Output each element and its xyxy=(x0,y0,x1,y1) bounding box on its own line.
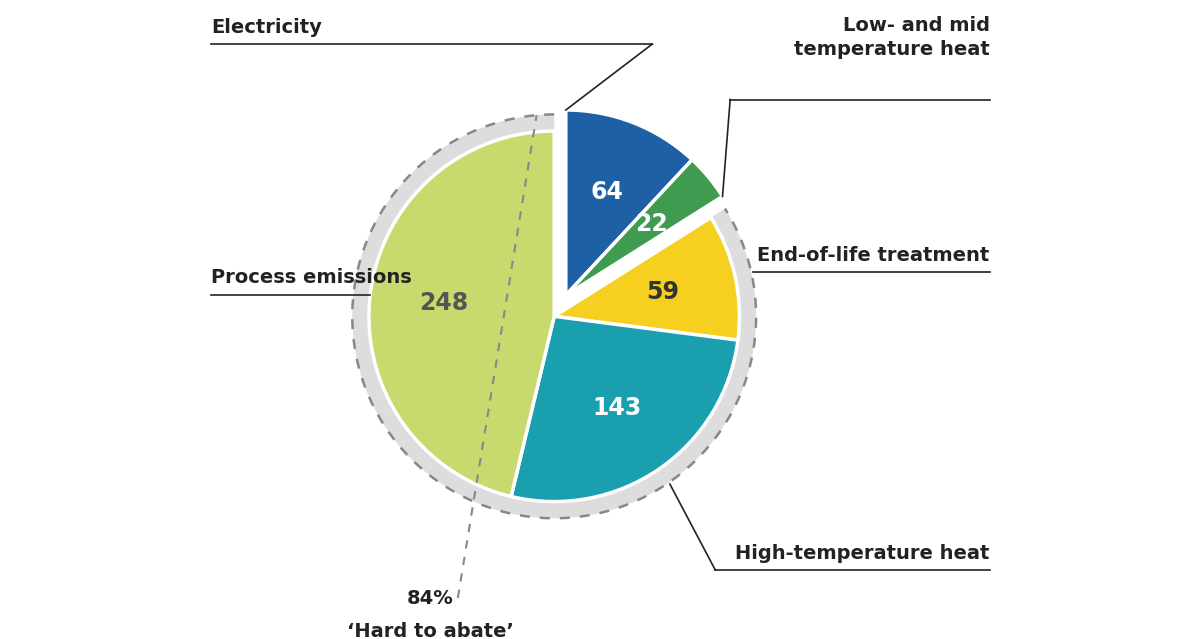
Wedge shape xyxy=(369,131,554,497)
Wedge shape xyxy=(566,110,692,295)
Text: Process emissions: Process emissions xyxy=(211,268,412,288)
Polygon shape xyxy=(352,114,757,518)
Text: Low- and mid
temperature heat: Low- and mid temperature heat xyxy=(794,17,990,59)
Text: Electricity: Electricity xyxy=(211,18,322,36)
Wedge shape xyxy=(554,217,740,340)
Text: 84%: 84% xyxy=(407,589,454,608)
Wedge shape xyxy=(566,160,723,295)
Text: 59: 59 xyxy=(646,281,680,304)
Text: 143: 143 xyxy=(592,396,641,420)
Text: 22: 22 xyxy=(635,212,668,236)
Text: High-temperature heat: High-temperature heat xyxy=(735,544,990,563)
Text: 64: 64 xyxy=(590,180,623,204)
Wedge shape xyxy=(512,316,737,502)
Text: ‘Hard to abate’: ‘Hard to abate’ xyxy=(347,622,514,639)
Text: End-of-life treatment: End-of-life treatment xyxy=(758,246,990,265)
Text: 248: 248 xyxy=(419,291,468,315)
